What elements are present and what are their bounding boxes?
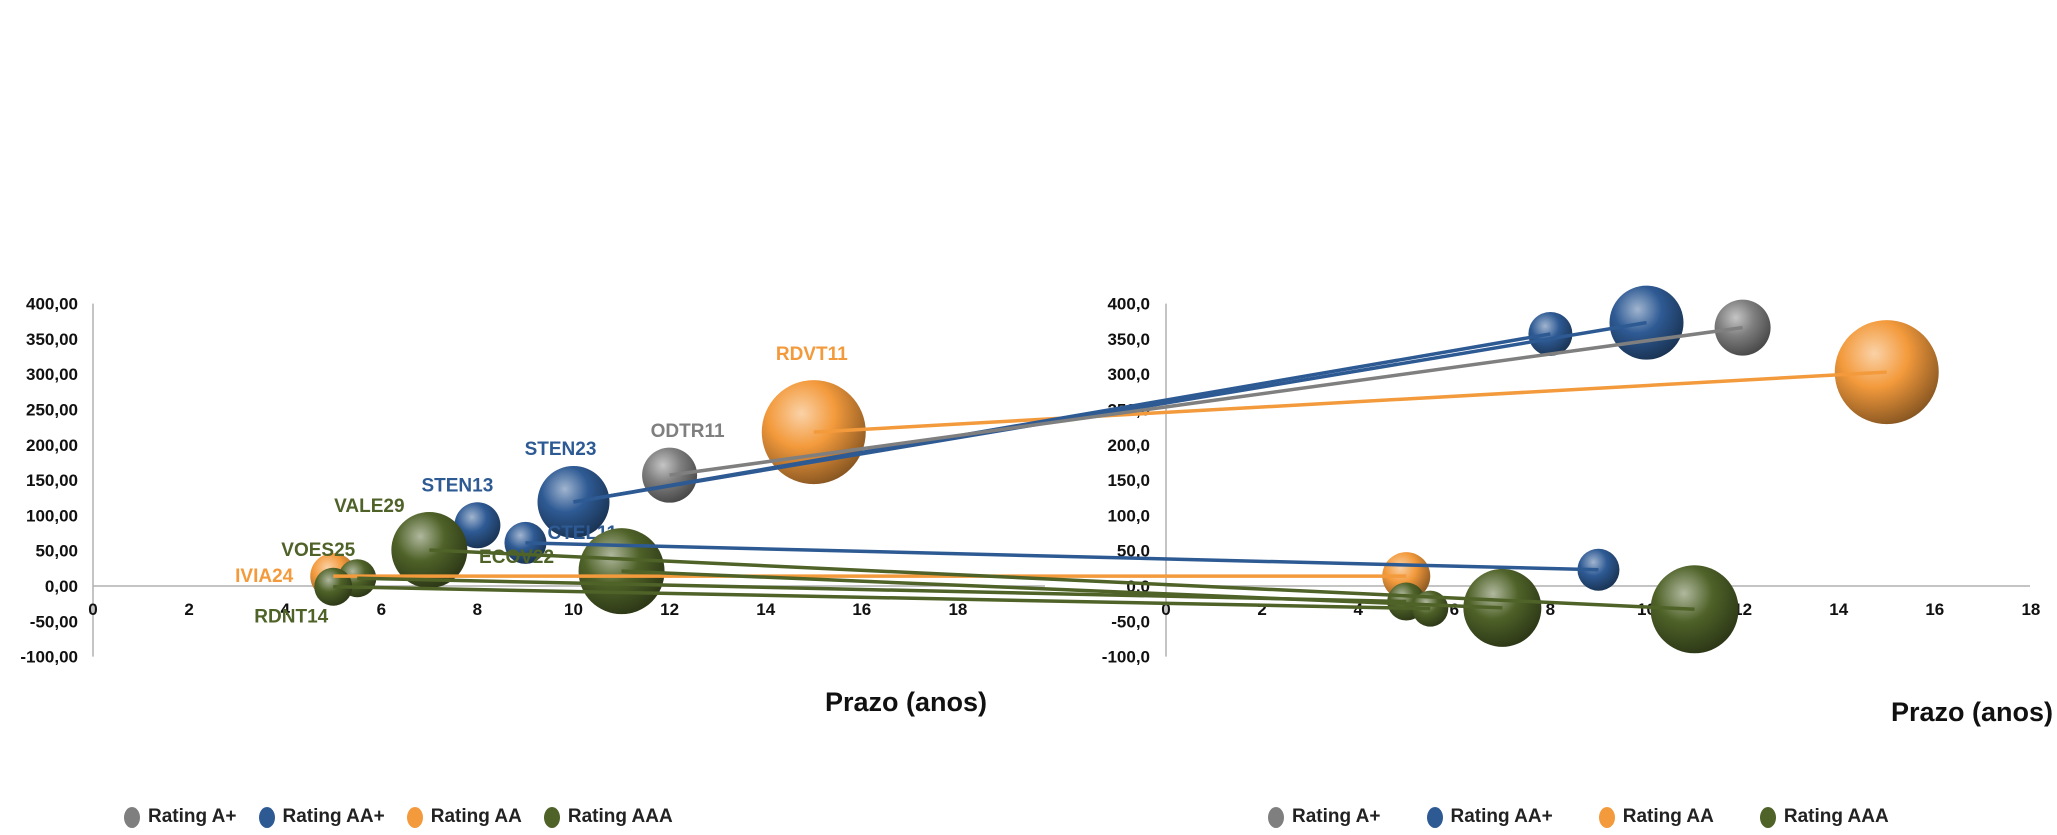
legend-right: Rating A+ Rating AA+ Rating AA Rating AAA: [1268, 806, 1889, 828]
legend-item: Rating AAA: [1759, 806, 1889, 828]
x-tick-label: 2: [184, 600, 193, 619]
y-tick-label: 300,0: [1107, 365, 1150, 384]
x-tick-label: 0: [1161, 600, 1170, 619]
x-tick-label: 16: [1925, 600, 1944, 619]
y-tick-label: 200,00: [26, 436, 78, 455]
connector-line: [573, 332, 1551, 504]
y-tick-label: 400,0: [1107, 295, 1150, 314]
y-tick-label: 350,00: [26, 330, 78, 349]
connector-line: [429, 548, 1695, 612]
x-tick-label: 0: [88, 600, 97, 619]
legend-label: Rating AA+: [1450, 806, 1553, 827]
legend-item: Rating AA+: [1426, 806, 1553, 828]
connector-line: [669, 325, 1743, 477]
legend-item: Rating A+: [1268, 806, 1381, 828]
data-label: STEN23: [525, 439, 597, 460]
legend-label: Rating AA+: [282, 806, 385, 827]
x-tick-label: 14: [756, 600, 775, 619]
y-tick-label: 0,00: [45, 577, 78, 596]
y-tick-label: 100,00: [26, 506, 78, 525]
x-tick-label: 10: [564, 600, 583, 619]
legend-swatch: [406, 806, 423, 828]
legend-swatch: [1268, 806, 1284, 828]
x-tick-label: 8: [473, 600, 482, 619]
legend-label: Rating A+: [148, 806, 237, 827]
x-tick-label: 2: [1257, 600, 1266, 619]
legend-label: Rating AA: [1622, 806, 1714, 827]
legend-item: Rating AA: [406, 806, 522, 828]
data-label: VALE29: [334, 496, 404, 517]
connector-line: [357, 576, 1407, 604]
legend-label: Rating AA: [430, 806, 522, 827]
connector-lines: [333, 320, 1887, 612]
connector-line: [813, 370, 1887, 434]
y-tick-label: 250,00: [26, 401, 78, 420]
y-tick-label: 150,0: [1107, 471, 1150, 490]
y-tick-label: 350,0: [1107, 330, 1150, 349]
x-tick-label: 12: [660, 600, 679, 619]
data-label: RDNT14: [254, 607, 328, 628]
y-tick-label: 400,00: [26, 295, 78, 314]
legend-label: Rating A+: [1292, 806, 1381, 827]
x-tick-label: 16: [852, 600, 871, 619]
legend-swatch: [543, 806, 560, 828]
x-tick-label: 4: [1353, 600, 1363, 619]
connector-line: [525, 541, 1599, 572]
x-tick-label: 6: [377, 600, 386, 619]
legend-swatch: [1759, 806, 1776, 828]
data-label: ECOV22: [479, 547, 554, 568]
bubble-point: [454, 502, 501, 549]
x-tick-label: 6: [1450, 600, 1459, 619]
x-tick-label: 18: [2021, 600, 2040, 619]
legend-item: Rating AA+: [258, 806, 385, 828]
y-tick-label: 200,0: [1107, 436, 1150, 455]
y-tick-label: -50,00: [30, 612, 78, 631]
y-tick-label: 150,00: [26, 471, 78, 490]
x-tick-label: 4: [280, 600, 290, 619]
legend-label: Rating AAA: [1783, 806, 1889, 827]
connector-line: [333, 584, 1431, 611]
y-tick-label: 50,00: [35, 542, 78, 561]
legend-swatch: [124, 806, 140, 828]
legend-item: Rating A+: [124, 806, 237, 828]
legend-left: Rating A+ Rating AA+ Rating AA Rating AAA: [124, 806, 673, 828]
legend-label: Rating AAA: [567, 806, 673, 827]
y-tick-label: 300,00: [26, 365, 78, 384]
y-tick-label: -100,0: [1102, 648, 1150, 667]
data-label: VOES25: [281, 540, 355, 561]
legend-item: Rating AA: [1598, 806, 1714, 828]
legend-swatch: [1598, 806, 1615, 828]
y-tick-label: -50,0: [1111, 612, 1150, 631]
legend-swatch: [258, 806, 275, 828]
data-label: ODTR11: [651, 421, 725, 442]
x-axis-title: Prazo (anos): [825, 687, 987, 717]
x-axis-title: Prazo (anos): [1891, 697, 2053, 727]
y-tick-label: 50,0: [1117, 542, 1150, 561]
x-tick-label: 14: [1829, 600, 1848, 619]
legend-item: Rating AAA: [543, 806, 673, 828]
x-tick-label: 18: [948, 600, 967, 619]
legend-swatch: [1426, 806, 1443, 828]
data-label: STEN13: [421, 475, 493, 496]
data-label: RDVT11: [776, 344, 848, 365]
data-label: IVIA24: [235, 566, 294, 587]
y-tick-label: 100,0: [1107, 506, 1150, 525]
chart-panel-right: 400,0350,0300,0250,0200,0150,0100,050,00…: [1102, 285, 2053, 727]
y-tick-label: -100,00: [20, 648, 78, 667]
x-tick-label: 8: [1546, 600, 1555, 619]
chart-panel-left: 400,00350,00300,00250,00200,00150,00100,…: [20, 295, 1045, 717]
